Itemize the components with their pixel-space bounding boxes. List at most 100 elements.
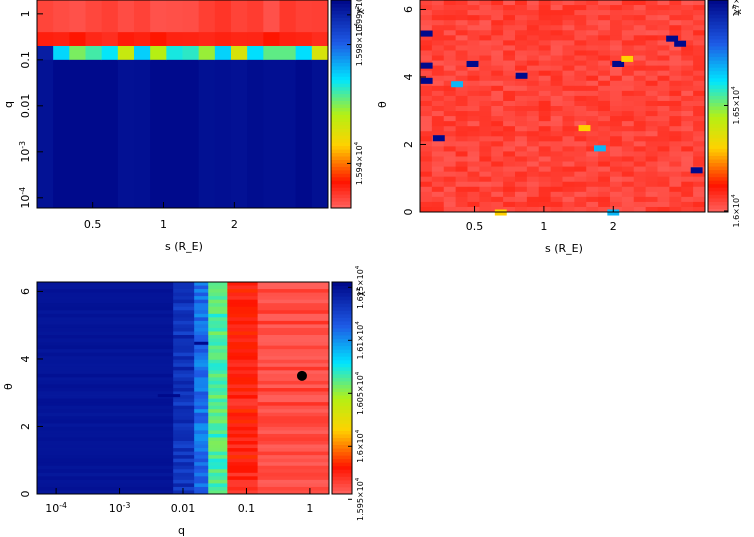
heatmap-outlier-cell — [515, 72, 528, 79]
heatmap-cell — [208, 409, 228, 414]
heatmap-cell — [503, 10, 516, 16]
heatmap-cell — [227, 469, 259, 474]
heatmap-cell — [37, 426, 174, 431]
heatmap-cell — [257, 412, 330, 417]
colorbar-swatch — [708, 197, 728, 202]
heatmap-cell — [37, 0, 54, 33]
heatmap-cell — [550, 181, 563, 188]
heatmap-cell — [562, 196, 575, 203]
colorbar-swatch — [331, 121, 351, 126]
heatmap-cell — [550, 111, 563, 117]
heatmap-cell — [491, 131, 504, 137]
x-tick-label: 0.01 — [171, 502, 196, 515]
heatmap-cell — [85, 0, 103, 33]
heatmap-cell — [173, 458, 195, 463]
heatmap-cell — [645, 45, 658, 51]
heatmap-cell — [538, 95, 552, 102]
colorbar-label: χ² — [355, 5, 365, 14]
heatmap-cell — [574, 15, 587, 21]
heatmap-cell — [681, 10, 694, 16]
heatmap-cell — [526, 121, 540, 127]
heatmap-cell — [550, 161, 563, 167]
heatmap-cell — [208, 380, 228, 385]
heatmap-cell — [574, 116, 587, 122]
heatmap-cell — [586, 146, 599, 152]
heatmap-cell — [455, 75, 468, 82]
heatmap-cell — [491, 116, 504, 122]
heatmap-cell — [693, 30, 706, 36]
colorbar-swatch — [331, 190, 351, 195]
heatmap-cell — [37, 444, 174, 449]
heatmap-cell — [550, 60, 563, 67]
heatmap-cell — [633, 156, 647, 162]
heatmap-cell — [455, 136, 468, 142]
colorbar-swatch — [331, 86, 351, 91]
heatmap-cell — [194, 363, 209, 368]
heatmap-cell — [550, 40, 563, 46]
heatmap-cell — [263, 45, 280, 61]
heatmap-cell — [420, 126, 433, 132]
heatmap-s-q — [37, 0, 329, 209]
heatmap-cell — [562, 156, 575, 162]
heatmap-cell — [610, 116, 623, 122]
heatmap-cell — [455, 201, 468, 208]
heatmap-cell — [586, 35, 599, 41]
heatmap-cell — [538, 70, 552, 77]
colorbar-swatch — [331, 114, 351, 119]
heatmap-cell — [526, 75, 540, 82]
heatmap-cell — [198, 32, 216, 47]
heatmap-cell — [227, 320, 259, 325]
heatmap-cell — [194, 380, 209, 385]
colorbar-swatch — [708, 159, 728, 164]
heatmap-cell — [467, 126, 480, 132]
heatmap-cell — [295, 32, 313, 47]
heatmap-cell — [562, 106, 575, 112]
heatmap-cell — [117, 45, 135, 61]
heatmap-cell — [227, 433, 259, 438]
heatmap-cell — [621, 50, 635, 56]
colorbar-swatch — [708, 77, 728, 82]
heatmap-cell — [173, 296, 195, 301]
heatmap-cell — [526, 106, 540, 112]
heatmap-cell — [431, 5, 445, 11]
heatmap-cell — [693, 161, 706, 167]
heatmap-cell — [550, 25, 563, 31]
heatmap-cell — [621, 156, 635, 162]
heatmap-cell — [173, 320, 195, 325]
heatmap-cell — [173, 433, 195, 438]
colorbar-swatch — [708, 173, 728, 178]
heatmap-cell — [491, 60, 504, 67]
heatmap-cell — [257, 437, 330, 442]
colorbar-swatch — [332, 416, 352, 421]
heatmap-cell — [657, 106, 670, 112]
heatmap-cell — [503, 80, 516, 87]
colorbar-swatch — [332, 289, 352, 294]
heatmap-cell — [503, 116, 516, 122]
heatmap-cell — [621, 90, 635, 97]
heatmap-cell — [657, 161, 670, 167]
heatmap-cell — [693, 0, 706, 6]
heatmap-cell — [257, 363, 330, 368]
heatmap-cell — [562, 136, 575, 142]
colorbar-tick-label: 1.599×104 — [354, 0, 364, 37]
heatmap-cell — [633, 75, 647, 82]
heatmap-cell — [467, 100, 480, 107]
heatmap-cell — [681, 70, 694, 77]
heatmap-cell — [227, 483, 259, 488]
heatmap-cell — [208, 465, 228, 470]
heatmap-cell — [550, 151, 563, 157]
colorbar-tick-label: 1.598×104 — [354, 22, 364, 66]
heatmap-cell — [150, 59, 167, 209]
heatmap-cell — [693, 131, 706, 137]
colorbar-swatch — [331, 162, 351, 167]
heatmap-cell — [693, 126, 706, 132]
heatmap-cell — [479, 136, 492, 142]
heatmap-cell — [669, 95, 682, 102]
heatmap-cell — [503, 45, 516, 51]
heatmap-cell — [208, 310, 228, 315]
heatmap-cell — [101, 32, 119, 47]
heatmap-cell — [574, 35, 587, 41]
heatmap-cell — [227, 444, 259, 449]
heatmap-cell — [208, 469, 228, 474]
